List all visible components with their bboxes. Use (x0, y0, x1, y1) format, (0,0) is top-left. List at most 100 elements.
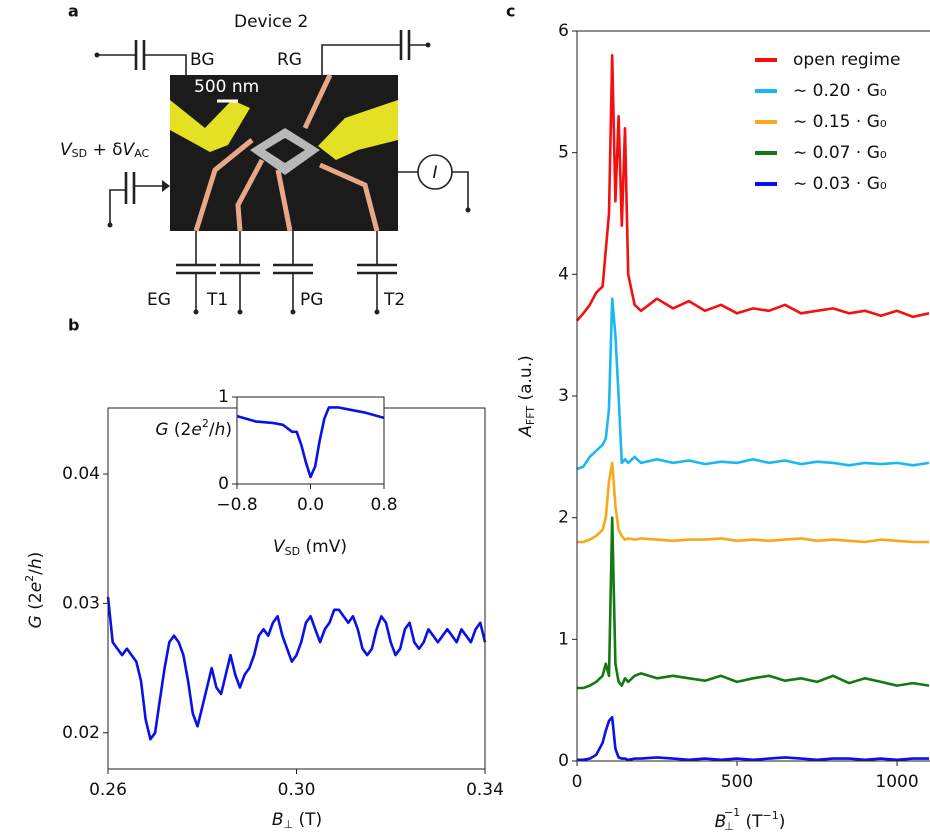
y-tick-label: 3 (558, 386, 569, 406)
y-axis-label: AFFT (a.u.) (516, 355, 537, 438)
legend-label: ∼ 0.07 · G₀ (793, 143, 887, 163)
text: ) (26, 552, 46, 559)
gate-label: BG (190, 50, 215, 70)
meter-label: I (432, 163, 437, 183)
x-tick-label: 0.34 (466, 780, 504, 800)
text: −1 (724, 806, 740, 819)
text: V (123, 140, 136, 160)
text: (mV) (300, 537, 347, 557)
text: 2 (23, 575, 36, 582)
meter (417, 154, 453, 190)
x-tick-label: 0.26 (89, 780, 127, 800)
text: B (272, 810, 284, 830)
data-line (577, 516, 930, 690)
panel-label: c (506, 2, 515, 21)
text: −1 (763, 809, 779, 822)
inset-y-axis-label: G (2e2/h) (155, 417, 232, 440)
text: + δ (87, 140, 122, 160)
data-line (577, 461, 929, 544)
text: ) (225, 420, 232, 440)
gate-label: T1 (206, 290, 228, 310)
terminal (425, 42, 431, 48)
wire (275, 169, 293, 232)
text: A (516, 425, 536, 438)
text: h (215, 420, 226, 440)
text: (2 (26, 592, 46, 615)
axes-frame (576, 30, 930, 762)
x-tick-label: 0.0 (297, 495, 324, 515)
text: (T) (293, 810, 322, 830)
y-tick-label: 4 (558, 264, 569, 284)
legend-label: ∼ 0.20 · G₀ (793, 81, 887, 101)
source-label: VSD + δVAC (60, 140, 150, 160)
data-line (106, 596, 487, 741)
y-tick-label: 0.02 (62, 723, 100, 743)
x-tick-label: 0 (572, 772, 583, 792)
rg-wire (321, 44, 428, 75)
nanowire-network (250, 128, 320, 175)
inset-background (237, 397, 384, 484)
terminal (465, 207, 471, 213)
data-line (576, 54, 930, 322)
data-line (576, 297, 930, 471)
x-axis-label: B⊥−1 (T−1) (715, 806, 786, 833)
gate-wires (195, 231, 378, 312)
text: (T (740, 812, 763, 832)
left-lead (170, 100, 250, 152)
panel-label: a (68, 2, 79, 21)
text: / (209, 420, 215, 440)
bg-wire (97, 54, 187, 75)
x-tick-label: 0.8 (370, 495, 397, 515)
wire (302, 73, 333, 130)
text: e (191, 420, 201, 440)
y-tick-label: 0.03 (62, 593, 100, 613)
gate-label: T2 (383, 290, 405, 310)
scale-bar-label: 500 nm (194, 77, 259, 97)
text: B (715, 812, 727, 832)
data-line (236, 406, 385, 479)
right-lead (318, 100, 398, 160)
text: V (273, 537, 286, 557)
terminals (193, 309, 380, 315)
text: G (155, 420, 168, 440)
text: AC (134, 147, 149, 160)
y-tick-label: 5 (558, 143, 569, 163)
inset-x-axis-label: VSD (mV) (273, 537, 347, 558)
x-tick-label: 1000 (875, 772, 918, 792)
data-line (577, 715, 929, 762)
terminal (94, 52, 100, 58)
panel-label: b (68, 316, 79, 335)
bottom-gates: EG T1 PG T2 (147, 231, 405, 315)
legend-label: ∼ 0.15 · G₀ (793, 112, 887, 132)
text: (a.u.) (516, 355, 536, 406)
text: G (26, 615, 46, 628)
diagram-title: Device 2 (234, 12, 308, 32)
drain-wire (398, 171, 469, 210)
y-tick-label: 6 (558, 21, 569, 41)
text: FFT (524, 406, 537, 425)
gate-label: PG (300, 290, 323, 310)
plates (176, 263, 397, 275)
arrow (162, 180, 170, 192)
x-axis-label: B⊥ (T) (272, 810, 322, 831)
y-tick-label: 0 (218, 474, 229, 494)
terminal (107, 222, 113, 228)
text: ⊥ (724, 820, 734, 833)
y-tick-label: 1 (558, 629, 569, 649)
x-tick-label: 500 (721, 772, 753, 792)
wire (318, 162, 380, 232)
axes-frame (236, 396, 385, 485)
y-tick-label: 0 (558, 751, 569, 771)
text: h (26, 558, 46, 569)
x-tick-label: 0.30 (278, 780, 316, 800)
gate-wires (193, 73, 380, 232)
device-diagram: a Device 2 500 nm BG RG VSD + δVAC (60, 2, 471, 315)
y-tick-label: 0.04 (62, 464, 100, 484)
text: ) (779, 812, 786, 832)
source-wire (109, 185, 162, 225)
text: 2 (202, 417, 209, 430)
legend-label: ∼ 0.03 · G₀ (793, 174, 887, 194)
text: ⊥ (284, 818, 294, 831)
y-tick-label: 1 (218, 387, 229, 407)
legend-label: open regime (793, 50, 900, 70)
